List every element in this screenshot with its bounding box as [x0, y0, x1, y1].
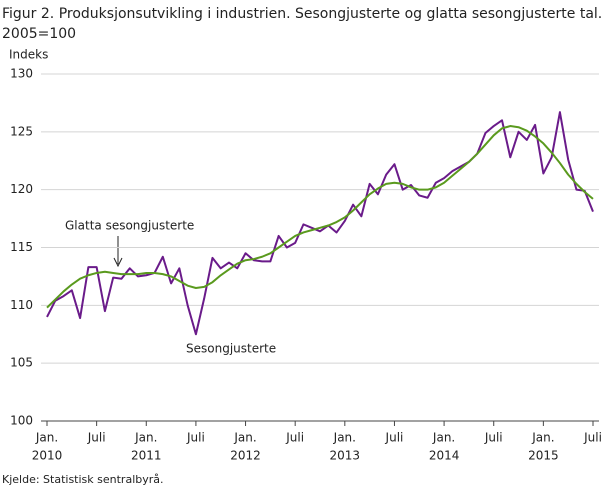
x-tick-label: Jan. [134, 431, 157, 445]
x-tick-label: Juli [484, 431, 503, 445]
x-tick-label: 2013 [330, 449, 361, 463]
chart-subtitle: 2005=100 [2, 26, 76, 42]
y-tick-label: 115 [10, 240, 33, 254]
x-tick-label: Juli [385, 431, 404, 445]
x-tick-label: Juli [186, 431, 205, 445]
y-tick-label: 130 [10, 67, 33, 81]
chart-title: Figur 2. Produksjonsutvikling i industri… [2, 6, 602, 22]
x-tick-label: Juli [87, 431, 106, 445]
x-tick-label: 2011 [131, 449, 162, 463]
data-line [46, 111, 594, 336]
x-tick-label: Juli [285, 431, 304, 445]
x-tick-label: Jan. [333, 431, 356, 445]
x-tick-label: 2014 [429, 449, 460, 463]
x-tick-label: Juli [583, 431, 602, 445]
annotation-arrowhead [113, 257, 123, 268]
annotation: Glatta sesongjusterte [65, 219, 194, 233]
x-tick-label: 2010 [32, 449, 63, 463]
x-tick-label: Jan. [531, 431, 554, 445]
y-axis-label: Indeks [9, 48, 48, 62]
x-tick-label: 2012 [230, 449, 261, 463]
data-line [46, 125, 594, 309]
source: Kjelde: Statistisk sentralbyrå. [2, 473, 164, 486]
y-tick-label: 125 [10, 124, 33, 138]
y-tick-label: 100 [10, 414, 33, 428]
x-tick-label: 2015 [528, 449, 559, 463]
annotation: Sesongjusterte [186, 342, 276, 356]
x-tick-label: Jan. [35, 431, 58, 445]
y-tick-label: 110 [10, 298, 33, 312]
x-tick-label: Jan. [233, 431, 256, 445]
x-tick-label: Jan. [432, 431, 455, 445]
y-tick-label: 105 [10, 356, 33, 370]
y-tick-label: 120 [10, 182, 33, 196]
